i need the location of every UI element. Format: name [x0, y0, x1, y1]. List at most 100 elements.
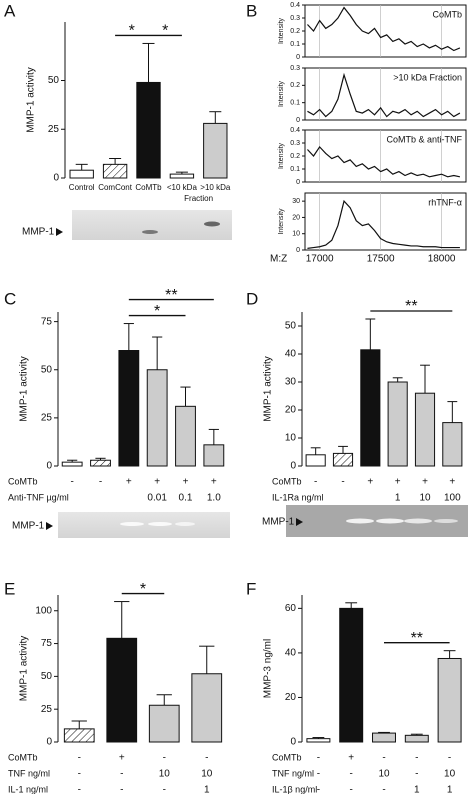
x-tick-label: Control — [69, 183, 95, 192]
plot-frame — [304, 192, 467, 251]
condition-value: 0.1 — [179, 493, 193, 504]
condition-label: IL-1β ng/ml — [272, 784, 317, 794]
bar — [404, 734, 429, 743]
blot-a — [72, 210, 232, 240]
y-tick-label: 20 — [285, 405, 297, 416]
y-tick-label: 0.2 — [290, 153, 300, 160]
condition-value: - — [120, 769, 123, 780]
blot-arrow — [56, 228, 63, 236]
bar — [191, 673, 223, 743]
condition-value: - — [350, 769, 353, 780]
y-tick-label: 100 — [35, 605, 52, 616]
condition-value: 10 — [159, 769, 171, 780]
x-tick-label: ComCont — [98, 183, 133, 192]
condition-label: CoMTb — [8, 752, 38, 762]
bar — [203, 122, 228, 179]
panel-letter: E — [4, 579, 15, 598]
condition-value: 100 — [444, 493, 461, 504]
bar — [372, 732, 396, 743]
condition-value: - — [317, 785, 320, 794]
y-tick-label: 40 — [285, 648, 297, 659]
condition-value: + — [449, 477, 455, 488]
condition-label: CoMTb — [272, 476, 302, 486]
condition-value: + — [367, 477, 373, 488]
bar — [69, 169, 94, 179]
x-tick-label: <10 kDa — [167, 183, 198, 192]
condition-label: TNF ng/ml — [272, 768, 314, 778]
y-tick-label: 0.3 — [290, 15, 300, 22]
y-axis-label: MMP-1 activity — [26, 67, 37, 133]
condition-label: TNF ng/ml — [8, 768, 50, 778]
y-tick-label: 40 — [285, 349, 297, 360]
bar — [148, 704, 180, 743]
y-axis-label: MMP-1 activity — [263, 356, 274, 422]
y-axis-label: Intensity — [278, 17, 285, 44]
y-axis-label: MMP-1 activity — [19, 356, 30, 422]
condition-value: - — [317, 769, 320, 780]
bar — [136, 81, 161, 179]
y-tick-label: 0.3 — [290, 65, 300, 72]
y-tick-label: 75 — [41, 316, 53, 327]
condition-value: - — [99, 477, 102, 488]
condition-label: CoMTb — [272, 752, 302, 762]
condition-value: - — [415, 769, 418, 780]
bar — [61, 461, 83, 467]
blot-arrow — [46, 522, 53, 530]
condition-value: - — [448, 753, 451, 764]
y-tick-label: 10 — [292, 231, 300, 238]
condition-value: - — [314, 477, 317, 488]
condition-value: 1 — [395, 493, 401, 504]
y-tick-label: 0 — [290, 737, 296, 748]
bar — [118, 350, 140, 467]
y-tick-label: 30 — [285, 377, 297, 388]
y-tick-label: 0 — [46, 461, 52, 472]
x-tick-label: 17000 — [306, 254, 334, 265]
y-tick-label: 0.1 — [290, 166, 300, 173]
y-tick-label: 50 — [41, 364, 53, 375]
condition-value: - — [70, 477, 73, 488]
panel-letter: C — [4, 289, 16, 308]
plot-title: CoMTb & anti-TNF — [386, 134, 462, 144]
blot-arrow — [296, 518, 303, 526]
condition-value: - — [341, 477, 344, 488]
bar — [169, 173, 195, 179]
y-tick-label: 0 — [296, 247, 300, 254]
condition-value: 10 — [201, 769, 213, 780]
x-tick-label: 17500 — [367, 254, 395, 265]
y-axis-label: MMP-3 ng/ml — [263, 639, 274, 698]
significance-label: * — [129, 23, 135, 40]
condition-label: IL-1 ng/ml — [8, 784, 48, 794]
bar — [146, 369, 168, 467]
significance-label: * — [162, 23, 168, 40]
line — [307, 145, 461, 178]
condition-value: + — [422, 477, 428, 488]
significance-label: ** — [165, 287, 177, 304]
y-tick-label: 50 — [41, 671, 53, 682]
y-tick-label: 0 — [296, 54, 300, 61]
y-tick-label: 0.4 — [290, 127, 300, 134]
plot-frame — [304, 67, 467, 121]
condition-value: - — [163, 785, 166, 794]
condition-value: - — [382, 785, 385, 794]
x-tick-label: 18000 — [428, 254, 456, 265]
bar — [203, 444, 225, 467]
x-tick-label: >10 kDa — [200, 183, 231, 192]
y-tick-label: 0.2 — [290, 28, 300, 35]
y-tick-label: 0.2 — [290, 82, 300, 89]
condition-value: - — [317, 753, 320, 764]
y-tick-label: 0 — [296, 117, 300, 124]
condition-value: - — [78, 785, 81, 794]
condition-value: + — [348, 753, 354, 764]
bar — [414, 392, 436, 467]
x-axis-label: M:Z — [270, 254, 287, 265]
condition-value: 1 — [414, 785, 420, 794]
y-tick-label: 0.3 — [290, 140, 300, 147]
condition-value: 10 — [419, 493, 431, 504]
y-tick-label: 20 — [285, 692, 297, 703]
y-tick-label: 50 — [48, 75, 60, 86]
blot-d — [286, 505, 468, 537]
bar — [305, 454, 326, 467]
condition-value: + — [211, 477, 217, 488]
bar — [175, 405, 196, 467]
bar — [437, 657, 462, 743]
